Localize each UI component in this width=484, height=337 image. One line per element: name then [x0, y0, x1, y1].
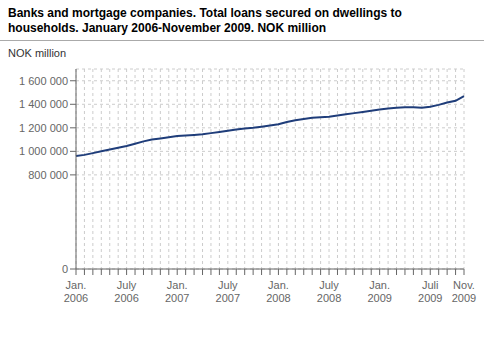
svg-text:Nov.2009: Nov.2009: [452, 279, 476, 304]
svg-text:1 000 000: 1 000 000: [19, 145, 68, 157]
svg-text:800 000: 800 000: [28, 169, 68, 181]
svg-text:July2007: July2007: [216, 279, 240, 304]
svg-text:0: 0: [62, 263, 68, 275]
svg-text:July2006: July2006: [114, 279, 138, 304]
svg-text:Juli2009: Juli2009: [418, 279, 442, 304]
svg-text:Jan.2007: Jan.2007: [165, 279, 189, 304]
svg-text:Jan.2008: Jan.2008: [266, 279, 290, 304]
html-text:Banks and mortgage companies.: Banks and mortgage companies. Total loan…: [8, 6, 402, 35]
svg-text:July2008: July2008: [317, 279, 341, 304]
svg-text:1 200 000: 1 200 000: [19, 122, 68, 134]
svg-text:Jan.2009: Jan.2009: [367, 279, 391, 304]
svg-text:1 600 000: 1 600 000: [19, 75, 68, 87]
svg-text:Jan.2006: Jan.2006: [64, 279, 88, 304]
html-text:NOK million: NOK million: [8, 47, 67, 59]
svg-text:1 400 000: 1 400 000: [19, 98, 68, 110]
